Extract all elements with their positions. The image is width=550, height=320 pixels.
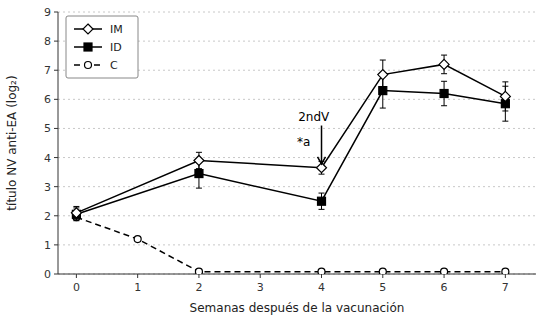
point	[500, 91, 510, 101]
grid-line	[58, 128, 536, 129]
series-line	[76, 64, 505, 212]
x-tick-label: 1	[134, 281, 141, 294]
y-tick	[54, 99, 58, 100]
annotation-text: 2ndV	[298, 110, 330, 124]
axes: 0 1 2 3 4 5 6 7 0 1 2 3 4 5 6 7 8 9	[44, 6, 536, 294]
x-tick-label: 6	[441, 281, 448, 294]
annotations: 2ndV *a	[297, 110, 330, 164]
legend-item: ID	[74, 41, 122, 54]
x-tick-label: 5	[379, 281, 386, 294]
x-tick	[444, 274, 445, 278]
point	[195, 170, 203, 178]
y-tick	[54, 70, 58, 71]
series-line	[76, 217, 505, 271]
annotation-text: *a	[297, 135, 310, 149]
point	[318, 197, 326, 205]
x-tick-label: 4	[318, 281, 325, 294]
y-tick	[54, 244, 58, 245]
y-axis-line	[58, 12, 59, 274]
error-bar	[441, 81, 447, 105]
x-tick-label: 2	[195, 281, 202, 294]
legend: IM ID C	[66, 16, 138, 78]
y-tick	[54, 215, 58, 216]
point	[71, 208, 81, 218]
point	[379, 268, 386, 274]
x-axis-label: Semanas después de la vacunación	[190, 301, 405, 315]
series-c	[73, 214, 509, 274]
legend-label: C	[110, 59, 118, 72]
x-tick	[321, 274, 322, 278]
y-tick	[54, 157, 58, 158]
y-tick-label: 0	[44, 268, 51, 281]
x-tick	[260, 274, 261, 278]
series-id	[72, 73, 509, 221]
error-bar	[319, 193, 325, 209]
y-tick	[54, 41, 58, 42]
x-tick-label: 3	[257, 281, 264, 294]
point	[440, 90, 448, 98]
legend-marker	[85, 62, 92, 69]
y-tick	[54, 128, 58, 129]
point	[134, 236, 141, 243]
legend-item: IM	[74, 23, 123, 36]
x-tick	[137, 274, 138, 278]
y-tick	[54, 12, 58, 13]
grid-line	[58, 12, 536, 13]
point	[439, 59, 449, 69]
grid-line	[58, 274, 536, 275]
grid-line	[58, 99, 536, 100]
legend-box	[66, 16, 138, 78]
y-tick-label: 7	[44, 64, 51, 77]
y-tick-label: 5	[44, 122, 51, 135]
y-tick	[54, 186, 58, 187]
x-tick	[382, 274, 383, 278]
grid-line	[58, 186, 536, 187]
grid-line	[58, 215, 536, 216]
grid-line	[58, 244, 536, 245]
x-tick-label: 0	[73, 281, 80, 294]
legend-label: IM	[110, 23, 123, 36]
chart: 0 1 2 3 4 5 6 7 0 1 2 3 4 5 6 7 8 9 Semanas después de la …	[0, 0, 550, 320]
x-axis-line	[58, 274, 536, 275]
x-tick	[505, 274, 506, 278]
y-tick-label: 8	[44, 35, 51, 48]
y-tick-label: 4	[44, 152, 51, 165]
point	[194, 155, 204, 165]
point	[378, 70, 388, 80]
point	[502, 268, 509, 274]
point	[195, 268, 202, 274]
point	[441, 268, 448, 274]
legend-marker	[83, 24, 93, 34]
legend-marker	[84, 43, 92, 51]
x-tick	[76, 274, 77, 278]
grid	[58, 12, 536, 274]
legend-label: ID	[110, 41, 122, 54]
grid-line	[58, 157, 536, 158]
legend-item: C	[74, 59, 118, 72]
series-line	[76, 91, 505, 215]
y-tick	[54, 274, 58, 275]
x-tick	[198, 274, 199, 278]
plot-area	[71, 55, 510, 274]
y-tick-label: 3	[44, 181, 51, 194]
annotation-arrow	[318, 126, 326, 164]
y-tick-label: 2	[44, 210, 51, 223]
y-tick-label: 9	[44, 6, 51, 19]
x-tick-label: 7	[502, 281, 509, 294]
y-tick-label: 6	[44, 93, 51, 106]
point	[318, 268, 325, 274]
y-axis-label: título NV anti-EA (log₂)	[5, 75, 19, 210]
y-tick-label: 1	[44, 239, 51, 252]
series-im	[71, 55, 510, 219]
